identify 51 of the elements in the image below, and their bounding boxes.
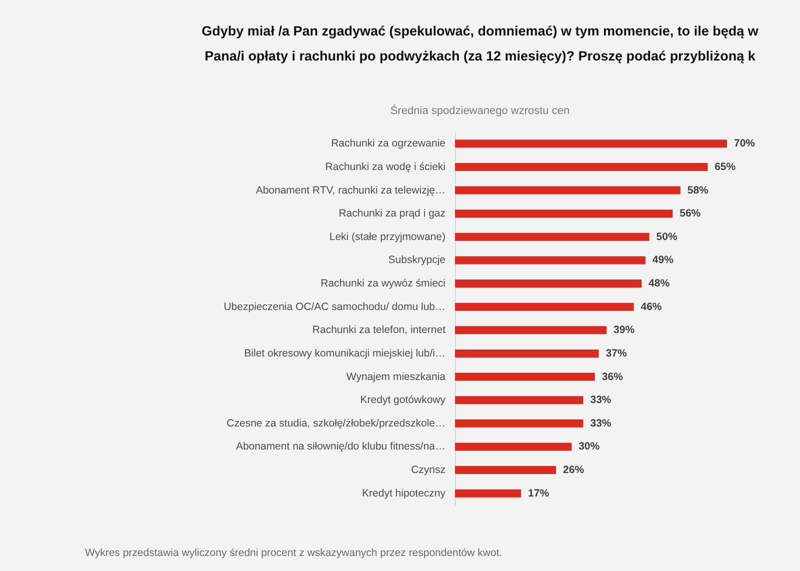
text: Wykres przedstawia wyliczony średni procent z wskazywanych przez respondentów kwot. bbox=[85, 547, 502, 559]
data-label: 65% bbox=[714, 160, 736, 173]
bar bbox=[455, 326, 607, 334]
data-label: 33% bbox=[590, 417, 612, 430]
bar bbox=[455, 140, 727, 148]
y-tick-label: Abonament RTV, rachunki za telewizję… bbox=[256, 184, 446, 196]
y-tick-label: Kredyt hipoteczny bbox=[362, 487, 446, 500]
data-label: 39% bbox=[614, 324, 636, 336]
bar bbox=[455, 349, 599, 358]
chart-subtitle: Średnia spodziewanego wzrostu cen bbox=[390, 104, 570, 117]
data-label: 17% bbox=[528, 487, 550, 500]
bar bbox=[455, 162, 708, 171]
data-label: 26% bbox=[563, 464, 585, 476]
bar bbox=[455, 372, 595, 381]
y-tick-label: Leki (stałe przyjmowane) bbox=[329, 230, 446, 243]
y-tick-label: Rachunki za ogrzewanie bbox=[331, 138, 446, 150]
data-label: 48% bbox=[648, 278, 670, 290]
data-label: 56% bbox=[680, 208, 702, 220]
y-tick-label: Wynajem mieszkania bbox=[346, 370, 446, 383]
bar bbox=[455, 232, 650, 241]
bar bbox=[455, 256, 646, 264]
data-label: 37% bbox=[606, 347, 628, 360]
bar bbox=[455, 302, 634, 311]
data-label: 58% bbox=[687, 184, 710, 196]
bar bbox=[455, 489, 522, 498]
data-label: 36% bbox=[602, 370, 624, 383]
bar bbox=[455, 466, 556, 474]
y-tick-label: Rachunki za wywóz śmieci bbox=[320, 278, 446, 290]
bar bbox=[455, 186, 680, 194]
data-label: 70% bbox=[734, 138, 756, 150]
y-tick-label: Bilet okresowy komunikacji miejskiej lub/i… bbox=[244, 347, 446, 360]
y-tick-label: Rachunki za wodę i ścieki bbox=[325, 160, 446, 173]
bar bbox=[455, 210, 673, 218]
y-tick-label: Rachunki za prąd i gaz bbox=[338, 208, 446, 220]
bar bbox=[455, 442, 572, 451]
data-label: 30% bbox=[578, 440, 600, 453]
data-label: 46% bbox=[640, 300, 662, 313]
data-label: 49% bbox=[652, 254, 674, 266]
y-tick-label: Rachunki za telefon, internet bbox=[312, 324, 446, 336]
y-tick-label: Subskrypcje bbox=[388, 254, 446, 266]
bar bbox=[455, 396, 584, 404]
y-tick-label: Abonament na siłownię/do klubu fitness/na… bbox=[236, 440, 446, 453]
y-tick-label: Kredyt gotówkowy bbox=[360, 394, 446, 406]
chart-title: Gdyby miał /a Pan zgadywać (spekulować, domniemać) w tym momencie, to ile będą w Pana/i opłaty i rachunki po podwyżkach (za 12 miesięcy)? Proszę podać przybliżoną k bbox=[202, 24, 759, 64]
y-tick-label: Czesne za studia, szkołę/żłobek/przedszkole… bbox=[226, 417, 446, 430]
data-label: 50% bbox=[656, 230, 678, 243]
bar bbox=[455, 280, 642, 288]
data-label: 33% bbox=[590, 394, 612, 406]
bar bbox=[455, 419, 584, 428]
y-tick-label: Ubezpieczenia OC/AC samochodu/ domu lub… bbox=[224, 300, 446, 313]
y-tick-label: Czynsz bbox=[411, 464, 446, 476]
